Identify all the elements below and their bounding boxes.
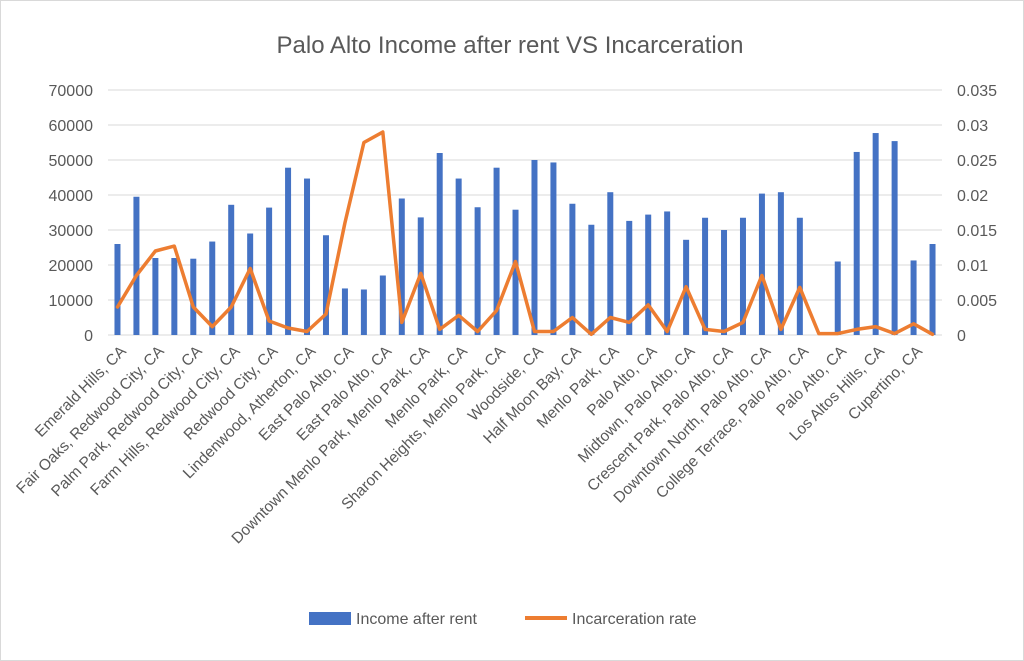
bar (758, 193, 765, 335)
bar (569, 203, 576, 335)
bar (626, 220, 633, 335)
bar (739, 217, 746, 335)
bar (152, 258, 159, 335)
bar (285, 167, 292, 335)
right-tick-label: 0.02 (957, 188, 988, 205)
bar (322, 235, 329, 335)
legend-label-income: Income after rent (356, 611, 478, 628)
bar (474, 207, 481, 335)
left-tick-label: 70000 (49, 83, 94, 100)
bar (664, 211, 671, 335)
bar (910, 260, 917, 335)
bar (512, 209, 519, 335)
bar (190, 258, 197, 335)
bar (247, 233, 254, 335)
bar (721, 230, 728, 335)
bar (209, 241, 216, 335)
left-tick-label: 60000 (49, 118, 94, 135)
left-tick-label: 10000 (49, 293, 94, 310)
right-tick-label: 0.015 (957, 223, 997, 240)
left-tick-label: 50000 (49, 153, 94, 170)
legend-label-incarceration: Incarceration rate (572, 611, 697, 628)
right-tick-label: 0.03 (957, 118, 988, 135)
bar (304, 178, 311, 335)
right-tick-label: 0.005 (957, 293, 997, 310)
bar (607, 192, 614, 335)
bar (436, 153, 443, 335)
bar (645, 214, 652, 335)
bar-series (114, 133, 936, 335)
bar (531, 160, 538, 335)
bar (929, 244, 936, 335)
left-axis: 0 10000 20000 30000 40000 50000 60000 70000 (49, 83, 94, 345)
left-tick-label: 0 (84, 328, 93, 345)
bar (853, 151, 860, 335)
bar (228, 204, 235, 335)
bar (796, 217, 803, 335)
bar (360, 289, 367, 335)
legend-swatch-income (309, 612, 351, 625)
bar (702, 217, 709, 335)
right-axis: 0 0.005 0.01 0.015 0.02 0.025 0.03 0.035 (957, 83, 997, 345)
bar (872, 133, 879, 335)
left-tick-label: 40000 (49, 188, 94, 205)
bar (834, 261, 841, 335)
incarceration-line (115, 130, 935, 337)
bar (379, 275, 386, 335)
bar (266, 207, 273, 335)
bar (493, 167, 500, 335)
bar (550, 162, 557, 335)
bar (133, 196, 140, 335)
bar (171, 258, 178, 335)
bar (777, 192, 784, 335)
left-tick-label: 20000 (49, 258, 94, 275)
bar (891, 141, 898, 335)
gridlines (108, 89, 942, 336)
bar (398, 198, 405, 335)
chart-title: Palo Alto Income after rent VS Incarcera… (277, 32, 744, 59)
legend: Income after rent Incarceration rate (309, 611, 697, 628)
bar (114, 244, 121, 335)
bar (588, 224, 595, 335)
right-tick-label: 0.025 (957, 153, 997, 170)
left-tick-label: 30000 (49, 223, 94, 240)
x-axis-label: Palm Park, Redwood City, CA (48, 342, 206, 500)
bar (455, 178, 462, 335)
right-tick-label: 0.01 (957, 258, 988, 275)
line-series (115, 130, 935, 337)
x-axis-label: Fair Oaks, Redwood City, CA (13, 342, 168, 497)
right-tick-label: 0.035 (957, 83, 997, 100)
right-tick-label: 0 (957, 328, 966, 345)
bar (341, 288, 348, 335)
